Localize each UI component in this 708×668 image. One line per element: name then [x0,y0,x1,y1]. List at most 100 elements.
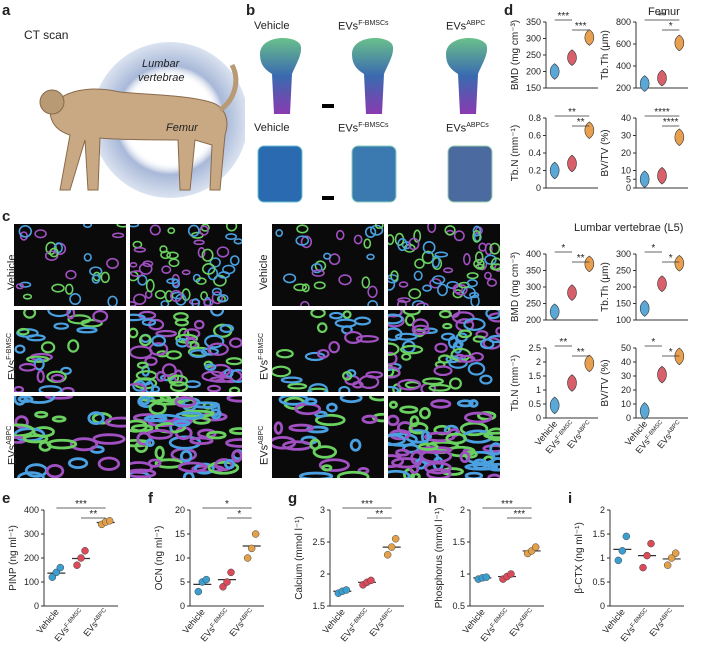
point-f-1-1 [223,578,231,586]
ytick-label-d-femur-tbth: 600 [616,39,631,49]
ytick-label-d-femur-tbn: 0.6 [528,131,541,141]
vertebrae-label: vertebrae [138,72,185,84]
ytick-label-d-femur-bmd: 200 [526,67,541,77]
c-micrograph-7 [388,224,500,306]
ylabel-h: Phosphorus (mmol l⁻¹) [434,508,445,609]
violin-d-lum-tbn-2 [584,354,595,373]
chart-i: 00.511.52β-CTX (ng ml⁻¹)VehicleEVsF-BMSC… [574,505,684,644]
ytick-label-e: 100 [24,577,39,587]
point-e-0-2 [56,563,65,572]
violin-d-lum-bvtv-0 [639,402,650,420]
ytick-label-d-lum-bmd: 200 [526,315,541,325]
ylabel-f: OCN (ng ml⁻¹) [154,526,165,591]
violin-d-femur-bmd-1 [567,49,577,66]
violin-d-femur-bmd-0 [549,63,560,80]
point-f-1-0 [219,583,227,591]
ylabel-e: PINP (ng ml⁻¹) [8,525,19,591]
chart-d-femur-bmd: 150 200 250 300 350 BMD (mg cm⁻³) *** *** [510,11,598,93]
violin-d-lum-tbth-0 [639,300,650,317]
point-i-1-0 [639,563,647,572]
ytick-label-d-lum-tbth: 100 [616,315,631,325]
c-micrograph-0 [14,224,126,306]
ytick-label-d-femur-bmd: 300 [526,34,541,44]
chart-d-lum-tbth: 100 150 200 250 300 Tb.Th (μm) * * [600,243,688,325]
point-f-0-0 [194,587,203,596]
c-micrograph-8 [272,310,384,392]
point-f-2-1 [247,544,256,553]
panel-letter-i: i [568,490,573,507]
lumbar-render-fbmsc [351,145,397,203]
xlabel-h-2: EVsABPC [507,606,536,638]
sig-label-g-1: ** [375,509,383,520]
violin-d-lum-tbn-1 [567,374,577,392]
c-micrograph-2 [14,310,126,392]
sig-label-d-femur-bvtv-1: **** [663,117,679,128]
lumbar-label: Lumbar [142,58,180,70]
ytick-label-f: 20 [175,505,185,515]
ytick-label-f: 0 [180,601,185,611]
xlabel-i-2: EVsABPC [647,606,676,638]
point-i-2-0 [663,561,672,569]
ytick-label-d-femur-bmd: 150 [526,83,541,93]
ytick-label-g: 3 [320,505,325,515]
c-micrograph-5 [130,396,242,478]
violin-d-femur-tbth-1 [657,69,667,87]
chart-d-femur-tbn: 0 0.2 0.4 0.6 0.8 Tb.N (mm⁻¹) **** [510,107,598,193]
violin-d-lum-tbth-2 [674,254,685,272]
ytick-label-d-lum-tbth: 150 [616,299,631,309]
point-i-1-2 [647,539,655,548]
ylabel-d-lum-tbn: Tb.N (mm⁻¹) [510,355,521,411]
violin-d-femur-bvtv-2 [674,128,685,147]
femur-render-abpc [446,38,488,115]
panel-letter-g: g [288,490,298,507]
ylabel-d-femur-bvtv: BV/TV (%) [600,129,611,176]
ytick-label-g: 1.5 [312,601,325,611]
ct-scan-label: CT scan [24,28,69,42]
ytick-label-g: 2 [320,569,325,579]
ytick-label-d-lum-tbth: 200 [616,282,631,292]
xlabel-g-2: EVsABPC [367,606,396,638]
sig-label-d-femur-tbth-1: * [669,21,673,32]
sig-label-f-1: * [237,509,241,520]
ylabel-d-lum-bmd: BMD (mg cm⁻³) [510,252,521,322]
point-h-2-2 [531,543,540,551]
ytick-label-d-femur-tbth: 400 [616,61,631,71]
sig-label-d-lum-bvtv-0: * [651,337,655,348]
ytick-label-i: 1.5 [592,529,605,539]
sig-label-d-femur-tbn-0: ** [568,107,576,118]
ytick-label-d-lum-bmd: 350 [526,266,541,276]
ytick-label-d-lum-tbn: 0.5 [528,399,541,409]
ytick-label-d-femur-tbth: 800 [616,17,631,27]
c-micrograph-6 [272,224,384,306]
ytick-label-d-lum-tbn: 2 [536,357,541,367]
ytick-label-d-lum-bmd: 300 [526,282,541,292]
point-i-1-1 [643,551,651,560]
sig-label-e-1: ** [89,509,97,520]
sig-label-d-lum-bmd-1: ** [577,253,585,264]
panel-letter-e: e [2,490,11,507]
violin-d-lum-bmd-0 [549,303,560,321]
point-f-1-2 [227,568,235,577]
panel-letter-c: c [2,208,11,225]
violin-d-femur-tbth-0 [639,75,650,92]
ylabel-g: Calcium (mmol l⁻¹) [294,516,305,600]
ytick-label-d-lum-tbth: 300 [616,249,631,259]
ytick-label-d-femur-tbth: 200 [616,83,631,93]
sig-label-d-lum-tbth-0: * [651,243,655,254]
ytick-label-d-lum-bvtv: 10 [621,399,631,409]
ylabel-d-lum-tbth: Tb.Th (μm) [600,262,611,312]
panel-letter-d: d [504,2,514,19]
ytick-label-d-femur-bmd: 350 [526,17,541,27]
ylabel-d-femur-tbth: Tb.Th (μm) [600,30,611,80]
ytick-label-d-lum-tbn: 2.5 [528,343,541,353]
lumbar-render-abpc [447,145,493,203]
point-e-0-0 [48,573,57,581]
point-g-2-1 [387,543,396,551]
sig-label-d-lum-tbth-1: * [669,253,673,264]
ytick-label-g: 2.5 [312,537,325,547]
